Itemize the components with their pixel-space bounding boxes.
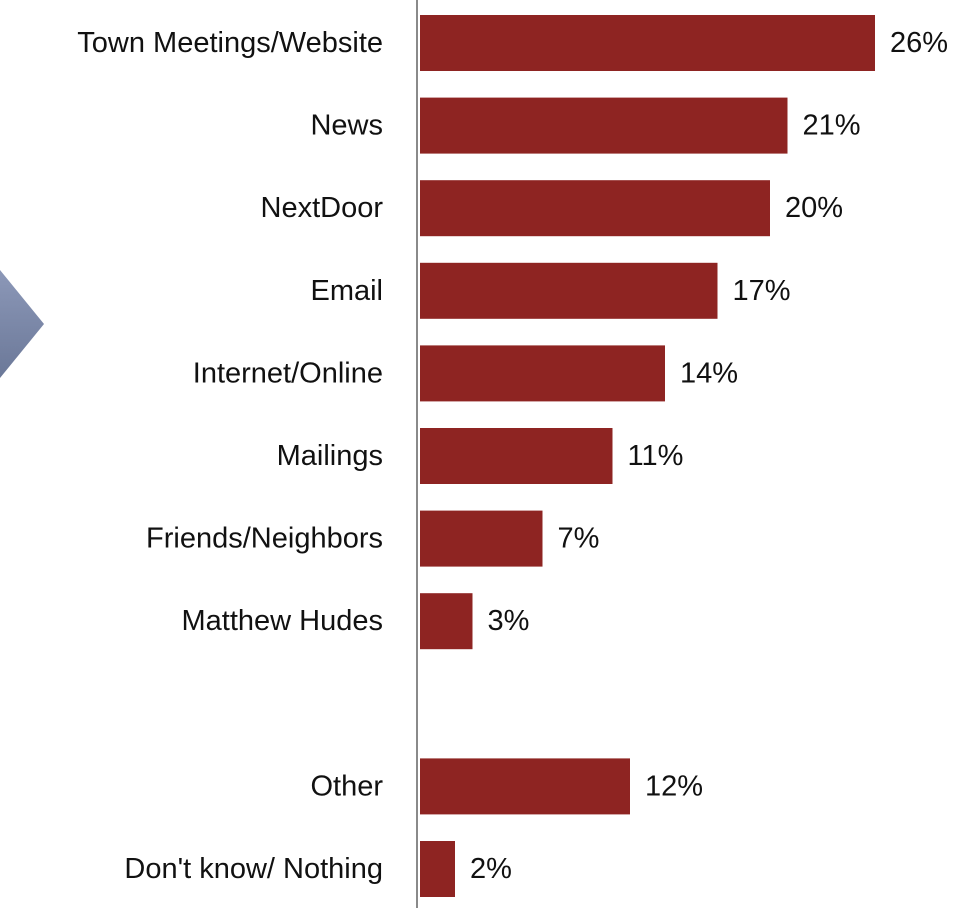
bar-don-t-know-nothing [420,841,455,897]
category-label-internet-online: Internet/Online [193,357,383,389]
category-label-email: Email [310,275,383,307]
bar-town-meetings-website [420,15,875,71]
value-label-mailings: 11% [628,440,684,472]
bar-mailings [420,428,613,484]
category-label-other: Other [310,770,383,802]
category-label-news: News [310,110,383,142]
category-labels-group: Town Meetings/Website News NextDoor Email In… [77,27,383,885]
value-label-town-meetings-website: 26% [890,27,948,59]
bar-matthew-hudes [420,593,473,650]
value-label-don-t-know-nothing: 2% [470,853,512,885]
category-label-town-meetings-website: Town Meetings/Website [77,27,383,59]
value-label-news: 21% [803,110,861,142]
bar-other [420,758,630,815]
bar-friends-neighbors [420,510,543,567]
value-labels-group: 26% 21% 20% 17% 14% 11% 7% 3% 12% 2% [470,27,948,885]
value-label-internet-online: 14% [680,357,738,389]
bar-news [420,97,788,154]
bar-internet-online [420,345,665,402]
bars-group [420,15,875,897]
chevron-right-icon [0,270,44,378]
value-label-email: 17% [733,275,791,307]
value-label-other: 12% [645,770,703,802]
category-label-matthew-hudes: Matthew Hudes [182,605,384,637]
category-label-nextdoor: NextDoor [261,192,384,224]
bar-nextdoor [420,180,770,237]
category-label-mailings: Mailings [277,440,383,472]
value-label-friends-neighbors: 7% [558,523,600,555]
bar-email [420,262,718,319]
category-label-friends-neighbors: Friends/Neighbors [146,523,383,555]
value-label-nextdoor: 20% [785,192,843,224]
category-label-don-t-know-nothing: Don't know/ Nothing [124,853,383,885]
value-label-matthew-hudes: 3% [488,605,530,637]
